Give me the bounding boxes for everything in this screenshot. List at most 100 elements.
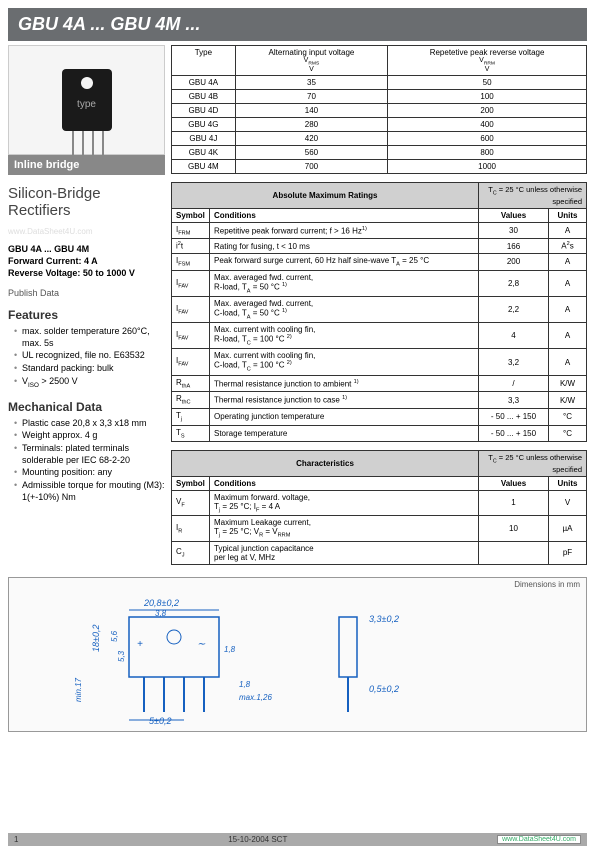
types-cell: 400 [388,118,587,132]
amr-cell: A [549,270,587,296]
section-heading: Silicon-Bridge Rectifiers [8,185,165,219]
amr-cell: 2,2 [479,296,549,322]
amr-row: RthCThermal resistance junction to case … [172,392,587,409]
mechanical-item: Terminals: plated terminals solderable p… [14,443,165,466]
amr-title: Absolute Maximum Ratings [172,183,479,209]
amr-row: IFRMRepetitive peak forward current; f >… [172,222,587,239]
amr-row: IFAVMax. current with cooling fin,R-load… [172,323,587,349]
char-row: IRMaximum Leakage current,Tj = 25 °C; VR… [172,516,587,542]
rev-voltage: Reverse Voltage: 50 to 1000 V [8,268,165,278]
types-cell: GBU 4D [172,104,236,118]
features-heading: Features [8,308,165,322]
svg-text:5,3: 5,3 [117,650,126,662]
amr-cell: RthC [172,392,210,409]
types-row: GBU 4J420600 [172,132,587,146]
types-cell: 1000 [388,160,587,174]
types-cell: GBU 4A [172,76,236,90]
amr-cell: Max. averaged fwd. current,C-load, TA = … [210,296,479,322]
amr-cell: Peak forward surge current, 60 Hz half s… [210,254,479,271]
svg-text:1,8: 1,8 [224,645,236,654]
types-row: GBU 4D140200 [172,104,587,118]
types-cell: GBU 4G [172,118,236,132]
svg-text:20,8±0,2: 20,8±0,2 [143,598,179,608]
char-cell: VF [172,490,210,516]
char-row: CJTypical junction capacitanceper leg at… [172,541,587,564]
amr-cell: Thermal resistance junction to case 1) [210,392,479,409]
types-cell: 50 [388,76,587,90]
dimensions-svg: + ∼ 20,8±0,2 3,8 18±0,2 5,6 5,3 1,8 min.… [69,592,509,727]
types-row: GBU 4A3550 [172,76,587,90]
footer-site: www.DataSheet4U.com [497,835,581,844]
svg-text:5,6: 5,6 [110,630,119,642]
types-table: Type Alternating input voltage VRMS V Re… [171,45,587,174]
feature-item: UL recognized, file no. E63532 [14,350,165,362]
amr-cell: 3,2 [479,349,549,375]
mechanical-item: Mounting position: any [14,467,165,479]
svg-text:max.1,26: max.1,26 [239,693,272,702]
char-col-symbol: Symbol [172,476,210,490]
char-col-units: Units [549,476,587,490]
title-bar: GBU 4A ... GBU 4M ... [8,8,587,41]
amr-cell: Repetitive peak forward current; f > 16 … [210,222,479,239]
amr-cell: Max. current with cooling fin,C-load, TC… [210,349,479,375]
chip-pin-2 [82,131,84,161]
types-cell: 600 [388,132,587,146]
char-cell: pF [549,541,587,564]
types-cell: GBU 4M [172,160,236,174]
amr-row: i2tRating for fusing, t < 10 ms166A2s [172,239,587,254]
char-col-conditions: Conditions [210,476,479,490]
types-cell: 560 [235,146,387,160]
amr-cell: 2,8 [479,270,549,296]
types-h3: Repetetive peak reverse voltage VRRM V [388,46,587,76]
svg-text:1,8: 1,8 [239,680,251,689]
amr-row: IFAVMax. averaged fwd. current,R-load, T… [172,270,587,296]
amr-cell: TS [172,425,210,442]
amr-cell: IFAV [172,296,210,322]
svg-text:∼: ∼ [197,639,206,650]
chip-pin-4 [102,131,104,161]
chip-label: type [62,99,112,110]
types-cell: 800 [388,146,587,160]
amr-cell: °C [549,408,587,425]
amr-cell: A [549,296,587,322]
svg-text:0,5±0,2: 0,5±0,2 [369,684,399,694]
svg-text:3,3±0,2: 3,3±0,2 [369,614,399,624]
amr-cell: i2t [172,239,210,254]
left-column: type Inline bridge Silicon-Bridge Rectif… [8,45,165,573]
amr-col-values: Values [479,208,549,222]
feature-item: Standard packing: bulk [14,363,165,375]
main-content: type Inline bridge Silicon-Bridge Rectif… [0,45,595,573]
amr-row: IFAVMax. averaged fwd. current,C-load, T… [172,296,587,322]
amr-cell: IFAV [172,270,210,296]
amr-cell: Tj [172,408,210,425]
amr-cell: Max. current with cooling fin,R-load, TC… [210,323,479,349]
amr-row: RthAThermal resistance junction to ambie… [172,375,587,392]
subtitle-bar: Inline bridge [8,155,165,175]
amr-cell: Storage temperature [210,425,479,442]
amr-row: IFAVMax. current with cooling fin,C-load… [172,349,587,375]
amr-cell: - 50 ... + 150 [479,408,549,425]
amr-cell: RthA [172,375,210,392]
amr-cell: A [549,349,587,375]
amr-cell: Thermal resistance junction to ambient 1… [210,375,479,392]
spec-block: GBU 4A ... GBU 4M Forward Current: 4 A R… [8,244,165,278]
footer-date: 15-10-2004 SCT [228,835,287,844]
part-line: GBU 4A ... GBU 4M [8,244,165,254]
amr-note: TC = 25 °C unless otherwise specified [479,183,587,209]
types-cell: 35 [235,76,387,90]
amr-cell: K/W [549,392,587,409]
types-cell: GBU 4B [172,90,236,104]
chip-graphic: type [62,69,112,131]
char-cell: Typical junction capacitanceper leg at V… [210,541,479,564]
svg-text:min.17: min.17 [74,677,83,702]
mechanical-item: Admissible torque for mouting (M3): 1(+-… [14,480,165,503]
feature-item: VISO > 2500 V [14,376,165,390]
right-column: Type Alternating input voltage VRMS V Re… [171,45,587,573]
types-cell: 700 [235,160,387,174]
amr-cell: 30 [479,222,549,239]
svg-text:5±0,2: 5±0,2 [149,716,171,726]
types-cell: 280 [235,118,387,132]
watermark-text: www.DataSheet4U.com [8,227,165,236]
chip-pin-3 [92,131,94,161]
amr-cell: A [549,254,587,271]
